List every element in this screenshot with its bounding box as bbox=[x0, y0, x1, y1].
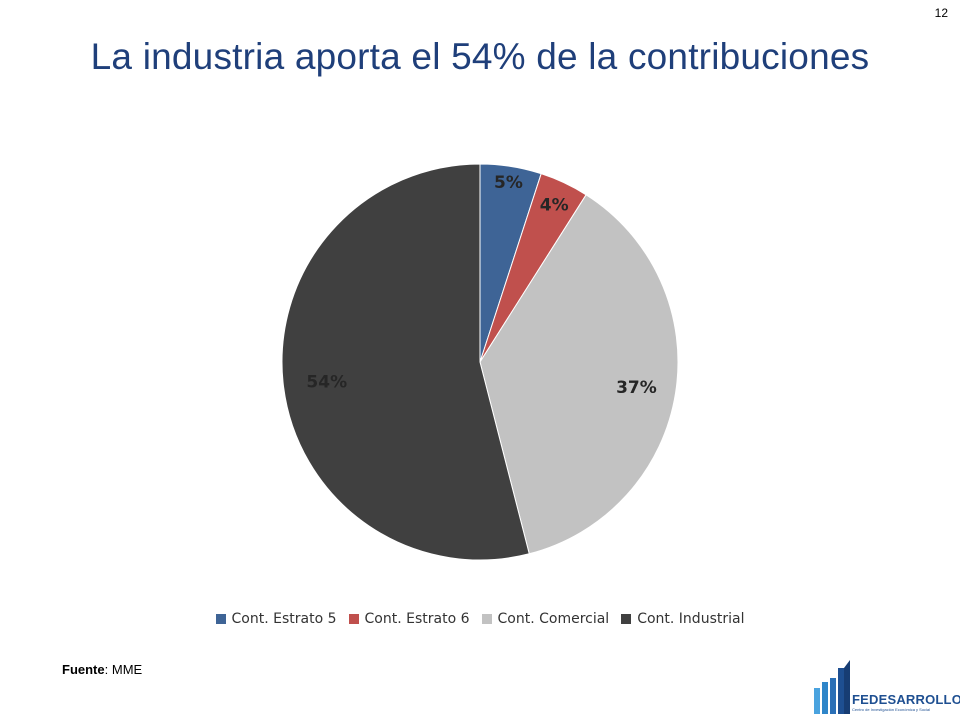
logo-bars-icon bbox=[814, 660, 850, 714]
legend-label-cont-estrato-5: Cont. Estrato 5 bbox=[231, 611, 337, 627]
pie-slice-cont-comercial bbox=[479, 194, 679, 555]
logo-name: FEDESARROLLO bbox=[852, 692, 960, 707]
data-label-cont-industrial: 54% bbox=[306, 372, 347, 392]
pie-slice-cont-industrial bbox=[281, 163, 530, 561]
source-value: MME bbox=[108, 662, 143, 677]
chart-legend: Cont. Estrato 5 Cont. Estrato 6 Cont. Come… bbox=[0, 611, 960, 627]
data-label-cont-comercial: 37% bbox=[616, 378, 657, 398]
legend-label-cont-estrato-6: Cont. Estrato 6 bbox=[364, 611, 470, 627]
legend-swatch-cont-estrato-6 bbox=[348, 614, 359, 624]
legend-item-cont-industrial: Cont. Industrial bbox=[621, 611, 744, 627]
fedesarrollo-logo: FEDESARROLLO Centro de Investigación Eco… bbox=[812, 654, 960, 716]
legend-label-cont-industrial: Cont. Industrial bbox=[637, 611, 745, 627]
data-label-cont-estrato-6: 4% bbox=[540, 195, 569, 215]
legend-item-cont-estrato-6: Cont. Estrato 6 bbox=[348, 611, 470, 627]
legend-item-cont-comercial: Cont. Comercial bbox=[481, 611, 610, 627]
legend-item-cont-estrato-5: Cont. Estrato 5 bbox=[215, 611, 337, 627]
legend-swatch-cont-comercial bbox=[481, 614, 492, 624]
slide-title: La industria aporta el 54% de la contrib… bbox=[90, 36, 870, 77]
data-label-cont-estrato-5: 5% bbox=[494, 173, 523, 193]
pie-chart: 5% 4% 37% 54% bbox=[281, 163, 679, 561]
page-number: 12 bbox=[934, 6, 948, 20]
legend-swatch-cont-industrial bbox=[621, 614, 632, 624]
logo-tagline: Centro de Investigación Económica y Soci… bbox=[852, 707, 931, 712]
source-note: Fuente: MME bbox=[62, 662, 142, 677]
source-separator: : bbox=[104, 662, 109, 677]
legend-swatch-cont-estrato-5 bbox=[215, 614, 226, 624]
source-label: Fuente bbox=[62, 662, 105, 677]
legend-label-cont-comercial: Cont. Comercial bbox=[497, 611, 610, 627]
